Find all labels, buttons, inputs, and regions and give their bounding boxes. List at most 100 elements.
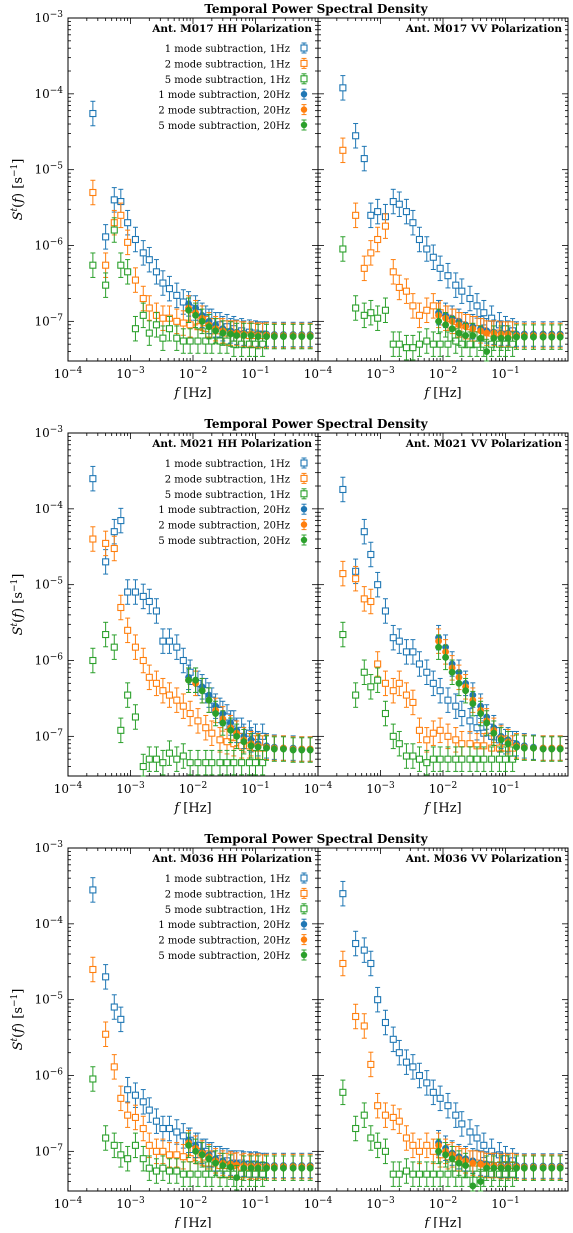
data-point (556, 333, 564, 341)
data-point (352, 691, 360, 699)
data-point (360, 311, 368, 319)
data-point (202, 759, 210, 767)
x-tick-label: 10−4 (304, 1196, 333, 1211)
data-point (367, 959, 375, 968)
data-point (192, 311, 200, 319)
legend: 1 mode subtraction, 1Hz 2 mode subtractio… (158, 42, 308, 132)
x-axis-label: f [Hz] (423, 801, 461, 816)
data-point (102, 261, 110, 269)
data-point (469, 332, 477, 339)
data-point (490, 334, 498, 342)
data-point (110, 528, 118, 536)
data-point (389, 1035, 397, 1043)
data-point (469, 700, 477, 708)
x-tick-label: 10−4 (54, 1196, 83, 1211)
data-point (458, 1120, 466, 1128)
data-point (194, 759, 202, 767)
data-point (339, 245, 347, 253)
x-tick-label: 10−1 (491, 366, 520, 381)
data-point (212, 710, 220, 717)
data-point (466, 1128, 474, 1136)
series-3 (89, 1066, 267, 1187)
data-point (216, 759, 224, 767)
data-point (374, 581, 382, 589)
data-point (442, 653, 450, 661)
data-point (501, 755, 510, 763)
data-point (192, 1147, 200, 1155)
legend-marker (300, 951, 308, 959)
data-point (402, 752, 410, 760)
data-point (488, 755, 496, 763)
data-point (131, 235, 139, 244)
data-point (263, 333, 270, 341)
panel-label: Ant. M017 VV Polarization (405, 23, 563, 35)
data-point (152, 268, 160, 276)
data-point (102, 539, 110, 547)
series-2 (339, 560, 517, 761)
data-point (159, 1124, 167, 1133)
data-point (89, 535, 97, 543)
x-tick-label: 10−2 (429, 1196, 458, 1211)
data-point (202, 724, 210, 732)
data-point (339, 485, 347, 494)
data-point (548, 333, 556, 341)
data-point (458, 340, 466, 348)
data-point (339, 84, 347, 92)
data-point (458, 287, 466, 295)
data-point (173, 1128, 181, 1136)
legend-label: 1 mode subtraction, 1Hz (165, 459, 290, 470)
data-point (194, 717, 202, 725)
data-point (442, 1151, 450, 1159)
legend-label: 1 mode subtraction, 1Hz (165, 874, 290, 885)
legend-marker (300, 75, 308, 83)
data-point (436, 687, 444, 695)
data-point (152, 1167, 160, 1175)
data-point (173, 291, 181, 299)
data-point (145, 755, 153, 763)
data-point (159, 314, 167, 322)
legend-label: 2 mode subtraction, 1Hz (165, 889, 290, 900)
data-point (480, 340, 488, 348)
x-tick-label: 10−1 (491, 1196, 520, 1211)
data-point (409, 752, 417, 760)
legend-marker (300, 874, 308, 882)
data-point (216, 1170, 224, 1178)
data-point (360, 264, 368, 272)
x-tick-label: 10−1 (241, 781, 270, 796)
data-point (179, 752, 187, 760)
data-point (179, 337, 187, 345)
data-point (139, 592, 147, 600)
data-point (173, 317, 181, 325)
data-point (212, 327, 220, 335)
data-point (477, 1160, 485, 1168)
legend-marker (300, 474, 308, 482)
y-tick-label: 10−6 (34, 1068, 63, 1083)
data-point (556, 745, 564, 753)
data-point (395, 637, 403, 645)
x-tick-label: 10−3 (366, 781, 395, 796)
data-point (89, 109, 97, 118)
data-point (509, 1170, 517, 1178)
data-point (352, 1012, 360, 1021)
y-tick-label: 10−6 (34, 238, 63, 253)
data-point (165, 1167, 174, 1175)
legend-marker (300, 490, 308, 498)
data-point (306, 746, 314, 754)
y-tick-label: 10−7 (34, 728, 63, 743)
data-point (247, 742, 255, 750)
x-axis-label: f [Hz] (423, 1216, 461, 1228)
data-point (458, 740, 466, 748)
data-point (208, 1170, 216, 1178)
data-point (352, 211, 360, 219)
data-point (395, 679, 403, 687)
data-point (539, 745, 547, 753)
data-point (263, 744, 270, 752)
legend-label: 1 mode subtraction, 20Hz (158, 90, 290, 101)
data-point (429, 340, 437, 348)
data-point (227, 1163, 235, 1171)
y-tick-label: 10−3 (34, 425, 63, 440)
data-point (145, 256, 153, 264)
data-point (395, 1170, 403, 1178)
data-point (462, 687, 470, 695)
data-point (145, 1164, 153, 1172)
